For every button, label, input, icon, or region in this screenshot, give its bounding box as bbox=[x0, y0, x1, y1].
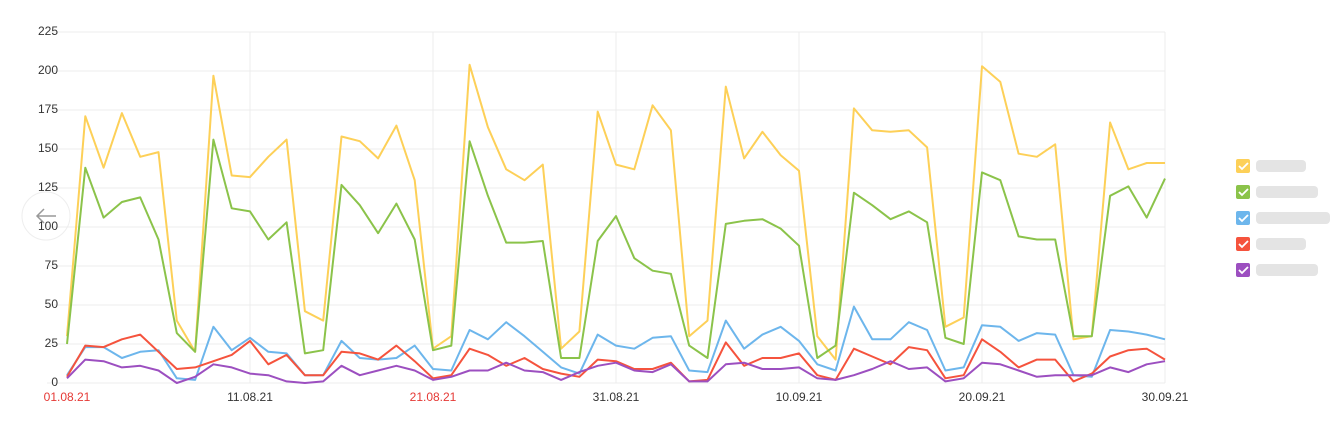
y-tick-label: 50 bbox=[45, 297, 59, 311]
x-tick-label: 10.09.21 bbox=[776, 390, 823, 404]
legend-label-blurred bbox=[1256, 160, 1306, 172]
legend-label-blurred bbox=[1256, 212, 1330, 224]
legend-checkbox[interactable] bbox=[1236, 211, 1250, 225]
x-tick-label: 21.08.21 bbox=[410, 390, 457, 404]
legend-label-blurred bbox=[1256, 186, 1318, 198]
x-tick-label: 20.09.21 bbox=[959, 390, 1006, 404]
legend-item[interactable] bbox=[1236, 159, 1306, 173]
line-series bbox=[66, 63, 1165, 361]
x-tick-label: 01.08.21 bbox=[44, 390, 91, 404]
line-series bbox=[66, 138, 1166, 359]
nav-back-arrow[interactable] bbox=[35, 208, 56, 224]
y-tick-label: 100 bbox=[38, 219, 58, 233]
y-tick-label: 0 bbox=[51, 375, 58, 389]
legend-label-blurred bbox=[1256, 264, 1318, 276]
legend-item[interactable] bbox=[1236, 263, 1318, 277]
x-tick-label: 30.09.21 bbox=[1142, 390, 1189, 404]
y-tick-label: 25 bbox=[45, 336, 59, 350]
y-tick-label: 175 bbox=[38, 102, 58, 116]
legend-check bbox=[1238, 188, 1249, 197]
legend-checkbox[interactable] bbox=[1236, 237, 1250, 251]
nav-back[interactable] bbox=[21, 191, 71, 241]
line-series bbox=[66, 305, 1166, 381]
legend-checkbox[interactable] bbox=[1236, 159, 1250, 173]
legend-checkbox[interactable] bbox=[1236, 185, 1250, 199]
legend-item[interactable] bbox=[1236, 237, 1306, 251]
legend-item[interactable] bbox=[1236, 185, 1318, 199]
y-tick-label: 225 bbox=[38, 24, 58, 38]
y-tick-label: 125 bbox=[38, 180, 58, 194]
line-series bbox=[66, 358, 1166, 384]
legend-check bbox=[1238, 162, 1249, 171]
x-tick-label: 31.08.21 bbox=[593, 390, 640, 404]
y-tick-label: 200 bbox=[38, 63, 58, 77]
legend-check bbox=[1238, 266, 1249, 275]
legend-item[interactable] bbox=[1236, 211, 1330, 225]
plot: 0 25 50 75 100 125 150 175 200 225 01.08.21 11.08.2… bbox=[38, 24, 1330, 404]
legend-label-blurred bbox=[1256, 238, 1306, 250]
legend-check bbox=[1238, 240, 1249, 249]
x-tick-label: 11.08.21 bbox=[227, 390, 273, 404]
y-tick-label: 75 bbox=[45, 258, 59, 272]
legend-check bbox=[1238, 214, 1249, 223]
y-tick-label: 150 bbox=[38, 141, 58, 155]
legend-checkbox[interactable] bbox=[1236, 263, 1250, 277]
line-series bbox=[66, 333, 1166, 383]
